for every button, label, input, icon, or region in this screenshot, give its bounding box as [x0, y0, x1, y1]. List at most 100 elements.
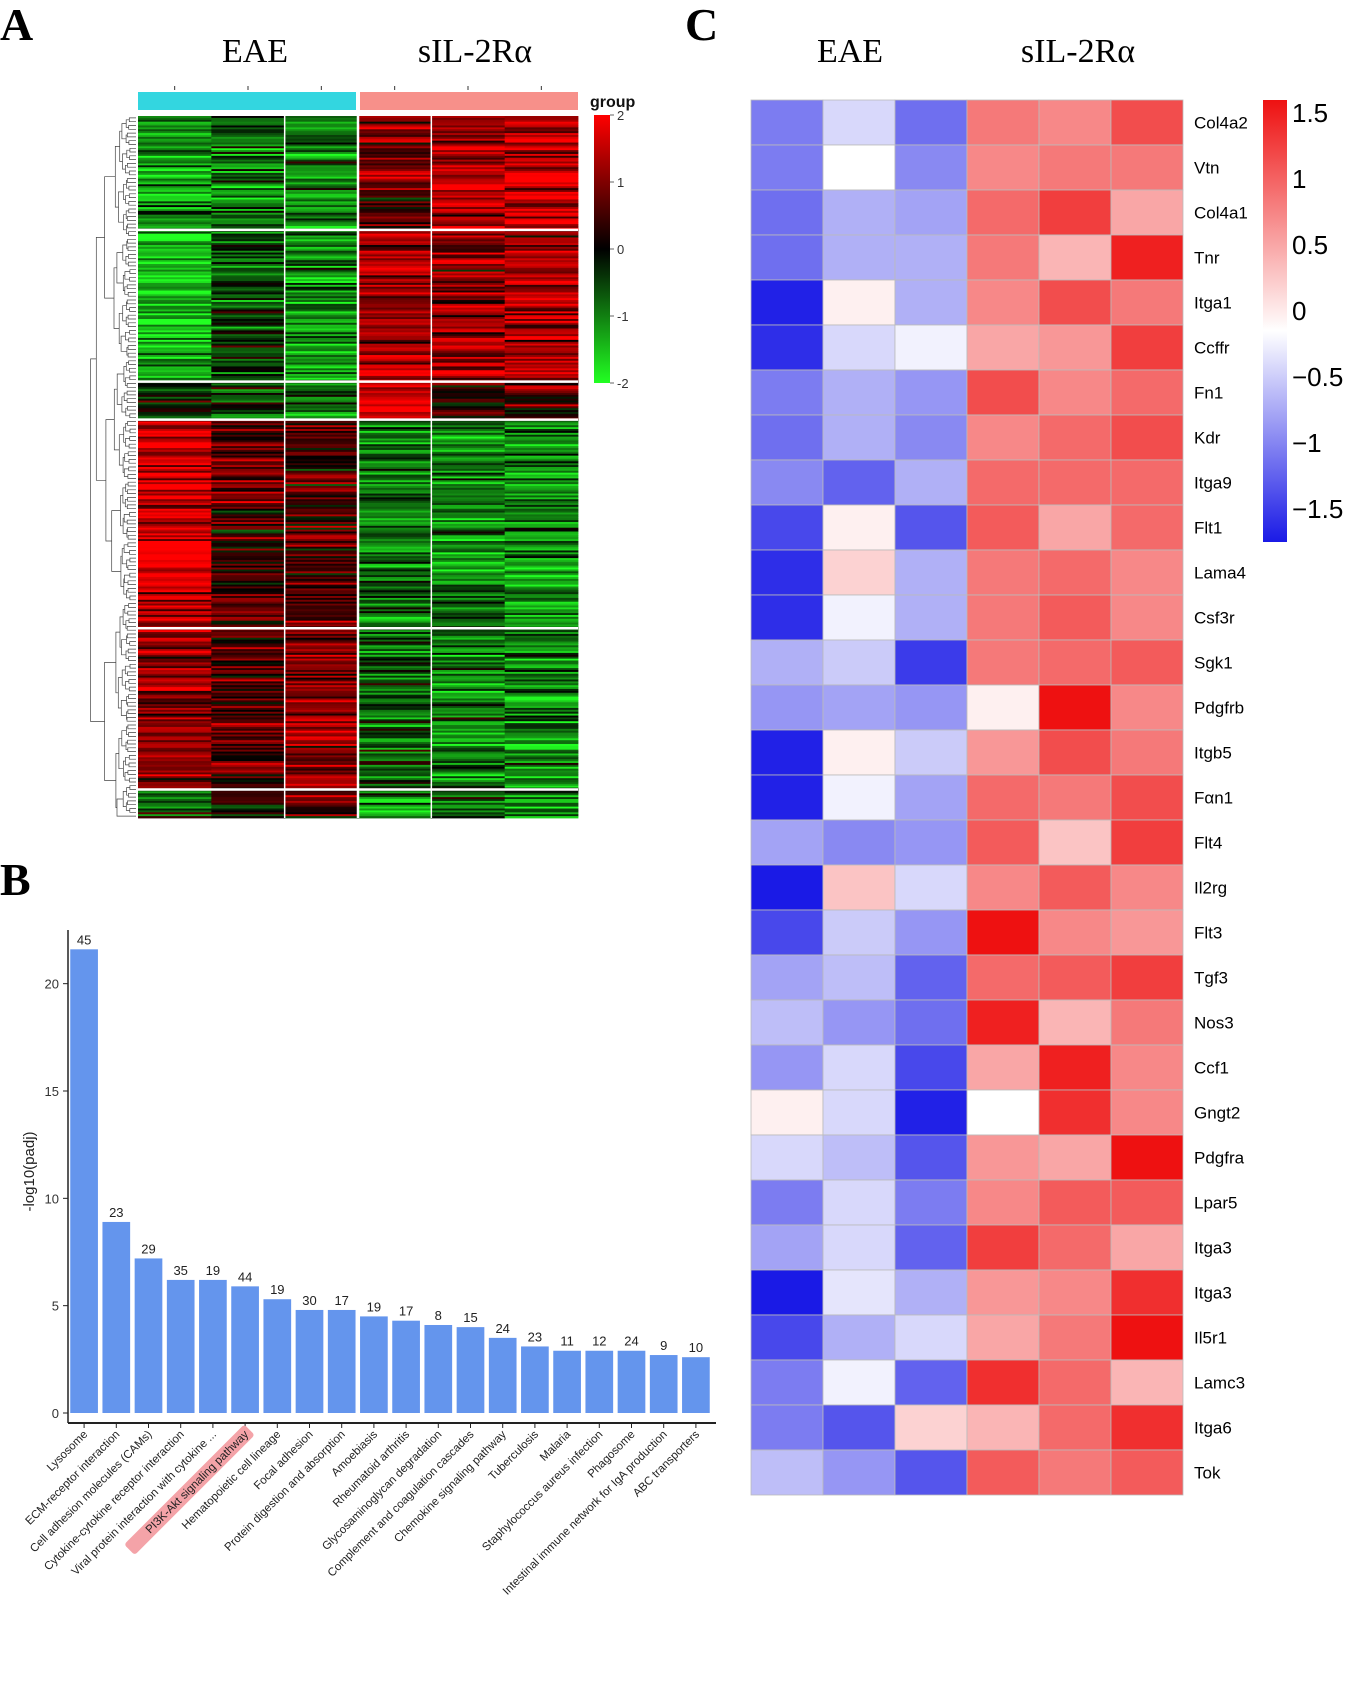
heatmap-a-cell — [284, 195, 359, 198]
heatmap-a-cell — [358, 685, 432, 688]
heatmap-a-cell — [284, 810, 359, 813]
heatmap-a-cell — [358, 776, 432, 779]
heatmap-a-cell — [284, 258, 359, 261]
heatmap-a-cell — [284, 702, 359, 705]
heatmap-a-cell — [431, 671, 506, 675]
heatmap-a-cell — [431, 736, 506, 739]
heatmap-a-cell — [358, 383, 432, 386]
gene-label: Kdr — [1194, 429, 1221, 448]
heatmap-a-cell — [504, 169, 579, 172]
heatmap-a-cell — [358, 529, 432, 532]
heatmap-a-cell — [138, 806, 212, 809]
heatmap-a-cell — [358, 499, 432, 502]
heatmap-a-cell — [358, 537, 432, 540]
heatmap-c-cell — [894, 1449, 968, 1496]
heatmap-a-cell — [211, 421, 286, 424]
heatmap-a-cell — [431, 347, 506, 350]
heatmap-a-cell — [431, 527, 506, 531]
heatmap-a-cell — [138, 578, 212, 582]
heatmap-a-cell — [431, 214, 506, 217]
heatmap-a-cell — [504, 136, 579, 140]
heatmap-a-cell — [431, 328, 506, 331]
heatmap-c-cell — [894, 909, 968, 956]
heatmap-a-cell — [284, 267, 359, 271]
heatmap-a-cell — [211, 309, 286, 312]
heatmap-a-cell — [358, 155, 432, 159]
heatmap-a-cell — [431, 467, 506, 470]
heatmap-a-cell — [211, 533, 286, 536]
gene-label: Il2rg — [1194, 879, 1227, 898]
heatmap-a-cell — [138, 484, 212, 487]
heatmap-a-cell — [138, 256, 212, 259]
heatmap-a-cell — [284, 770, 359, 773]
heatmap-a-cell — [504, 698, 579, 701]
heatmap-a-cell — [211, 284, 286, 288]
heatmap-a-cell — [358, 641, 432, 644]
heatmap-a-cell — [138, 668, 212, 671]
heatmap-a-cell — [284, 362, 359, 365]
heatmap-c-cell — [822, 144, 896, 191]
heatmap-a-cell — [358, 320, 432, 324]
heatmap-a-cell — [211, 413, 286, 417]
heatmap-a-cell — [211, 559, 286, 563]
heatmap-a-cell — [138, 254, 212, 257]
heatmap-a-cell — [504, 666, 579, 669]
heatmap-a-cell — [431, 421, 506, 424]
heatmap-a-cell — [504, 785, 579, 789]
heatmap-a-cell — [284, 482, 359, 485]
heatmap-a-cell — [211, 155, 286, 159]
heatmap-a-cell — [358, 713, 432, 716]
heatmap-a-cell — [211, 675, 286, 678]
heatmap-a-cell — [284, 444, 359, 447]
heatmap-a-cell — [358, 677, 432, 680]
heatmap-a-cell — [358, 738, 432, 741]
heatmap-a-cell — [358, 222, 432, 225]
heatmap-a-cell — [138, 387, 212, 390]
bar — [295, 1309, 324, 1413]
heatmap-a-cell — [138, 193, 212, 197]
heatmap-a-cell — [358, 696, 432, 699]
heatmap-a-cell — [211, 649, 286, 652]
heatmap-c-cell — [894, 864, 968, 911]
heatmap-c-cell — [1110, 1089, 1184, 1136]
heatmap-a-cell — [138, 284, 212, 288]
heatmap-a-cell — [138, 169, 212, 172]
heatmap-a-cell — [504, 531, 579, 534]
heatmap-c-cell — [1110, 1269, 1184, 1316]
heatmap-a-cell — [358, 512, 432, 515]
heatmap-a-cell — [211, 391, 286, 394]
bar-data-label: 8 — [435, 1308, 442, 1323]
heatmap-a-cell — [284, 394, 359, 398]
heatmap-a-cell — [504, 334, 579, 337]
heatmap-a-cell — [504, 286, 579, 290]
heatmap-a-cell — [504, 569, 579, 572]
heatmap-c-cell — [894, 1224, 968, 1271]
heatmap-a-cell — [431, 514, 506, 517]
heatmap-a-cell — [284, 668, 359, 671]
heatmap-a-cell — [358, 233, 432, 236]
heatmap-a-cell — [284, 707, 359, 711]
heatmap-a-cell — [138, 212, 212, 216]
heatmap-a-cell — [138, 355, 212, 358]
heatmap-a-cell — [358, 548, 432, 551]
heatmap-a-cell — [284, 599, 359, 603]
heatmap-a-cell — [138, 687, 212, 690]
heatmap-a-cell — [211, 337, 286, 341]
heatmap-a-cell — [138, 757, 212, 760]
heatmap-a-cell — [504, 385, 579, 388]
heatmap-a-cell — [211, 514, 286, 517]
heatmap-a-cell — [284, 144, 359, 147]
heatmap-a-cell — [284, 326, 359, 329]
heatmap-a-cell — [431, 614, 506, 618]
heatmap-a-cell — [504, 497, 579, 500]
heatmap-a-cell — [211, 633, 286, 637]
heatmap-a-cell — [431, 489, 506, 493]
heatmap-a-cell — [504, 702, 579, 705]
heatmap-a-cell — [284, 328, 359, 331]
bar — [70, 949, 98, 1413]
heatmap-a-cell — [211, 814, 286, 817]
heatmap-a-cell — [358, 745, 432, 749]
heatmap-a-cell — [284, 683, 359, 686]
heatmap-a-cell — [138, 537, 212, 540]
heatmap-a-cell — [358, 330, 432, 333]
